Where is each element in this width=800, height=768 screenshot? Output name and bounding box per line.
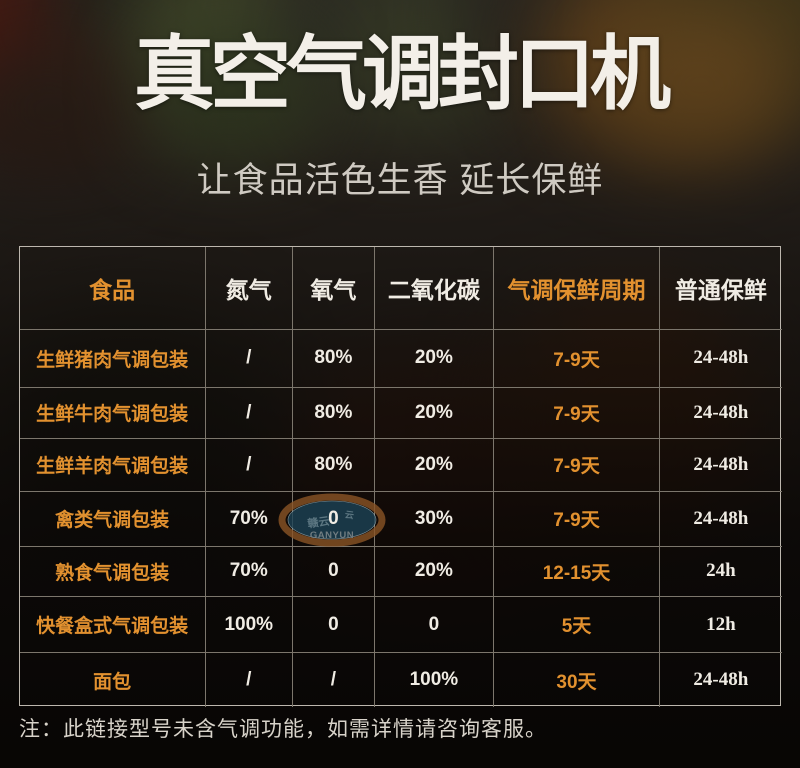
svg-text:GANYUN: GANYUN	[310, 530, 354, 541]
svg-text:云: 云	[344, 509, 354, 520]
